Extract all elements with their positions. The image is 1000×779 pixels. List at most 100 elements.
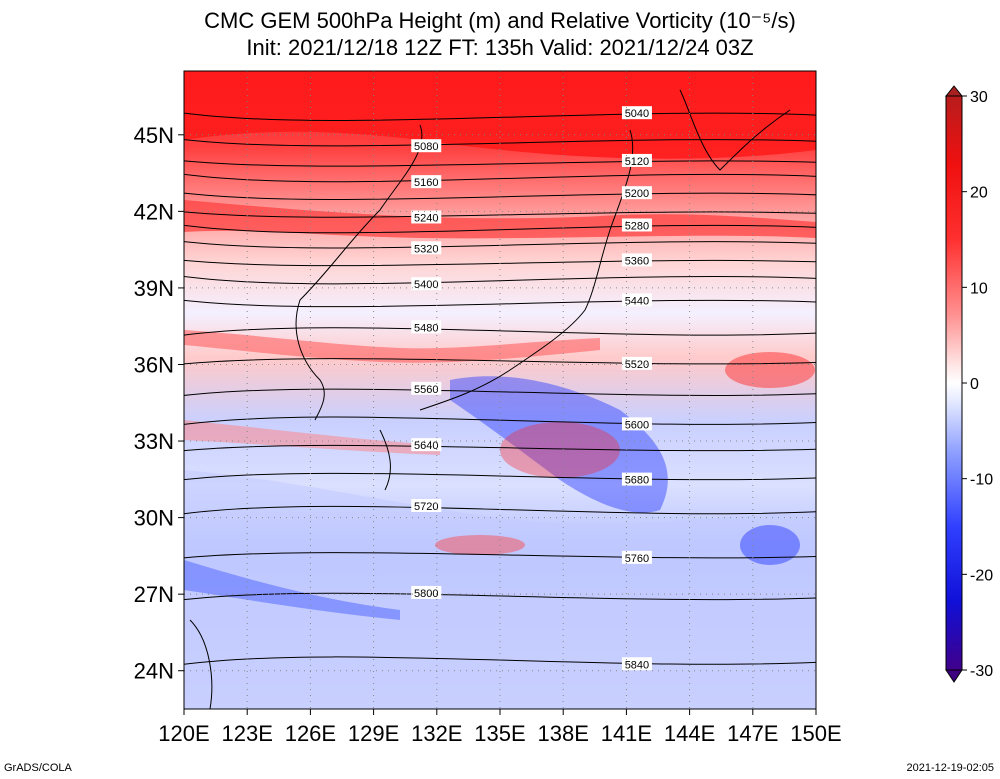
contour-label-bg — [411, 210, 442, 224]
lat-tick-label: 27N — [134, 582, 174, 607]
height-contour-line — [184, 224, 816, 234]
height-contour-line — [184, 259, 816, 267]
contour-label: 5760 — [625, 553, 649, 565]
lon-tick-label: 144E — [664, 721, 715, 746]
colorbar-label: -20 — [970, 567, 993, 584]
contour-label-bg — [411, 139, 442, 153]
vorticity-field — [184, 71, 816, 709]
height-contour-line — [184, 192, 816, 200]
contour-label-bg — [411, 175, 442, 189]
height-contour-line — [184, 505, 816, 515]
grid-lines — [184, 71, 816, 709]
lat-tick-label: 39N — [134, 276, 174, 301]
height-contour-line — [184, 416, 816, 425]
contour-label-bg — [621, 417, 652, 431]
contour-label-bg — [411, 241, 442, 255]
contour-label: 5040 — [625, 108, 649, 120]
height-contour-line — [184, 139, 816, 147]
lon-tick-label: 150E — [790, 721, 841, 746]
contour-label: 5360 — [625, 255, 649, 267]
contour-label: 5280 — [625, 220, 649, 232]
contour-label: 5240 — [414, 212, 438, 224]
lon-tick-label: 135E — [474, 721, 525, 746]
contour-label-bg — [621, 186, 652, 200]
lon-tick-label: 138E — [538, 721, 589, 746]
height-contour-line — [184, 358, 816, 365]
contour-label: 5800 — [414, 588, 438, 600]
height-contour-line — [184, 444, 816, 452]
colorbar: 30 20 10 0 -10 -20 -30 — [944, 85, 993, 683]
lon-tick-label: 120E — [158, 721, 209, 746]
height-contour-line — [184, 592, 816, 601]
contour-label: 5320 — [414, 243, 438, 255]
height-contour-line — [184, 327, 816, 336]
colorbar-min-arrow — [945, 669, 963, 683]
lat-axis: 24N 27N 30N 33N 36N 39N 42N 45N — [134, 123, 184, 684]
contour-label: 5840 — [625, 659, 649, 671]
height-contour-line — [184, 160, 816, 167]
contour-label-bg — [621, 472, 652, 486]
colorbar-label: -30 — [970, 663, 993, 680]
lat-tick-label: 33N — [134, 429, 174, 454]
colorbar-label: 20 — [970, 185, 988, 202]
lat-tick-label: 30N — [134, 506, 174, 531]
contour-label-bg — [621, 657, 652, 671]
footer-timestamp: 2021-12-19-02:05 — [906, 762, 994, 774]
contour-label: 5640 — [414, 440, 438, 452]
height-contour-line — [184, 275, 816, 285]
colorbar-label: -10 — [970, 472, 993, 489]
lon-tick-label: 147E — [727, 721, 778, 746]
map-subtitle: Init: 2021/12/18 12Z FT: 135h Valid: 202… — [246, 35, 754, 60]
height-contour-line — [184, 656, 816, 665]
lat-tick-label: 24N — [134, 659, 174, 684]
contour-label: 5160 — [414, 177, 438, 189]
height-contour-line — [184, 472, 816, 481]
height-contour-line — [184, 388, 816, 396]
contour-label: 5560 — [414, 384, 438, 396]
contour-label: 5080 — [414, 141, 438, 153]
contour-label-bg — [411, 320, 442, 334]
contour-label-bg — [621, 106, 652, 120]
contour-label: 5520 — [625, 359, 649, 371]
contour-label-bg — [411, 381, 442, 395]
contour-label: 5400 — [414, 279, 438, 291]
lon-tick-label: 141E — [601, 721, 652, 746]
contour-label-bg — [411, 498, 442, 512]
height-contour-line — [184, 552, 816, 559]
contour-label: 5720 — [414, 501, 438, 513]
contour-label-bg — [411, 585, 442, 599]
height-contour-line — [184, 112, 816, 121]
lon-axis: 120E 123E 126E 129E 132E 135E 138E 141E 144E 147E… — [158, 709, 842, 746]
contour-label: 5680 — [625, 475, 649, 487]
contour-label: 5480 — [414, 322, 438, 334]
lat-tick-label: 45N — [134, 123, 174, 148]
height-contour-line — [184, 241, 816, 249]
contour-label-bg — [621, 153, 652, 167]
lat-tick-label: 36N — [134, 352, 174, 377]
contour-label-bg — [621, 293, 652, 307]
colorbar-label: 10 — [970, 280, 988, 297]
map-title: CMC GEM 500hPa Height (m) and Relative V… — [204, 8, 796, 33]
contour-label: 5440 — [625, 295, 649, 307]
lon-tick-label: 132E — [411, 721, 462, 746]
contour-label-bg — [621, 356, 652, 370]
lon-tick-label: 129E — [348, 721, 399, 746]
colorbar-label: 0 — [970, 376, 979, 393]
colorbar-bar — [945, 95, 963, 671]
contour-label: 5120 — [625, 156, 649, 168]
lon-tick-label: 123E — [222, 721, 273, 746]
lon-tick-label: 126E — [285, 721, 336, 746]
contour-label-bg — [621, 550, 652, 564]
height-contour-line — [184, 211, 816, 218]
colorbar-label: 30 — [970, 89, 988, 106]
contour-label-bg — [621, 218, 652, 232]
colorbar-max-arrow — [944, 85, 964, 97]
contour-label-bg — [621, 253, 652, 267]
height-contour-line — [184, 299, 816, 308]
lat-tick-label: 42N — [134, 199, 174, 224]
height-contours: 5040 5080 5120 5160 5200 5240 5280 5320 5360 5400… — [184, 106, 816, 671]
contour-label: 5200 — [625, 188, 649, 200]
contour-label: 5600 — [625, 419, 649, 431]
footer-credit: GrADS/COLA — [4, 762, 72, 774]
